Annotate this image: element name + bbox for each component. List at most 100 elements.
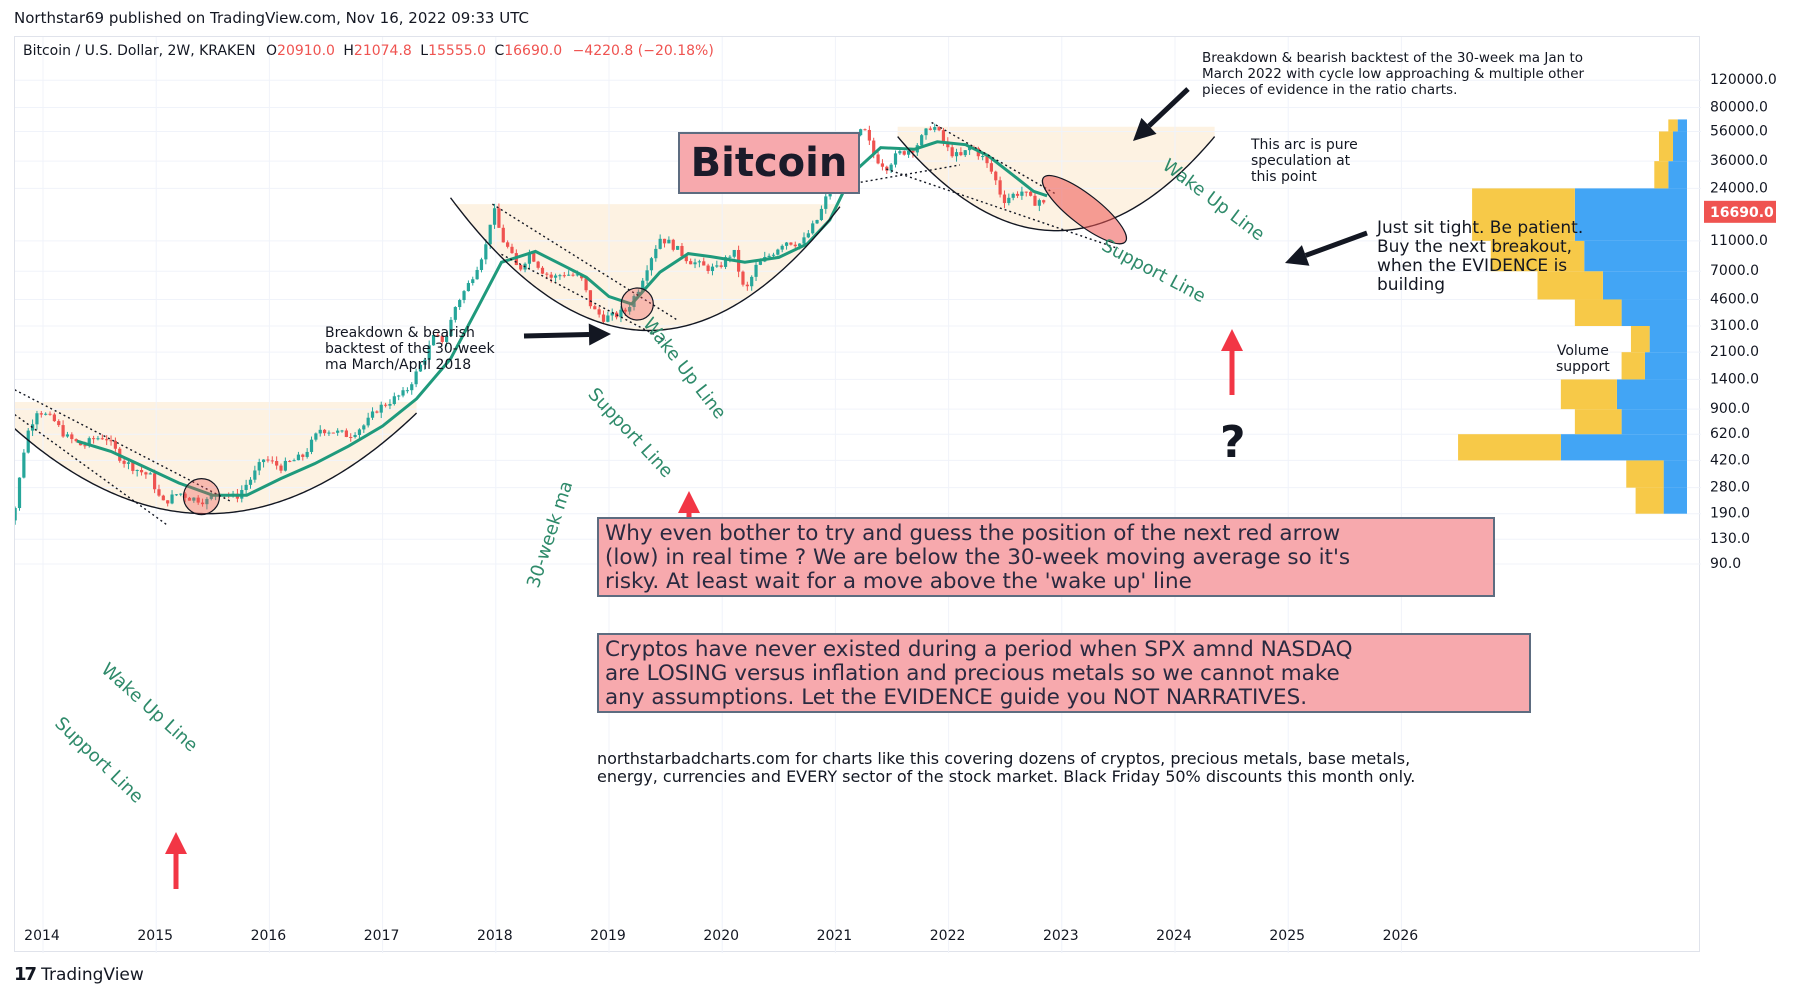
- candle-body: [1024, 191, 1028, 193]
- price-tick-label: 36000.0: [1710, 153, 1768, 169]
- candle-body: [309, 439, 314, 452]
- price-tick-label: 4600.0: [1710, 291, 1759, 307]
- price-tick-label: 120000.0: [1710, 72, 1777, 88]
- candle-body: [876, 154, 880, 164]
- legend-high-label: H: [343, 43, 354, 59]
- candle-body: [52, 414, 56, 422]
- time-axis[interactable]: 2014 2015 2016 2017 2018 2019 2020 2021 2022 2023…: [14, 920, 1700, 952]
- candle-body: [793, 244, 797, 247]
- legend-low-label: L: [420, 43, 429, 59]
- black-arrow-2022-head: [1133, 117, 1157, 141]
- candle-body: [414, 371, 418, 385]
- price-axis[interactable]: 90.0 130.0 190.0 280.0 420.0 620.0 900.0 1400.0…: [1700, 36, 1802, 952]
- volume-bar-yellow: [1537, 271, 1603, 300]
- note-guess-line2: (low) in real time ? We are below the 30…: [605, 545, 1351, 570]
- title-text: Bitcoin: [690, 140, 848, 186]
- time-tick-label: 2018: [477, 928, 513, 944]
- volume-bar-yellow: [1668, 119, 1678, 132]
- candle-body: [549, 274, 553, 278]
- volume-bar-yellow: [1472, 188, 1575, 241]
- candle-body: [15, 508, 17, 521]
- symbol-legend[interactable]: Bitcoin / U.S. Dollar, 2W, KRAKEN O20910…: [23, 43, 714, 59]
- candle-body: [889, 164, 893, 171]
- candle-body: [471, 279, 475, 284]
- highlight-circle: [182, 478, 221, 516]
- candle-body: [170, 494, 174, 504]
- price-tick-label: 11000.0: [1710, 233, 1768, 249]
- legend-close: 16690.0: [504, 43, 563, 59]
- candle-body: [139, 469, 144, 473]
- candle-body: [536, 261, 540, 268]
- candle-body: [815, 220, 819, 224]
- price-tick-label: 7000.0: [1710, 263, 1759, 279]
- candle-body: [575, 274, 579, 276]
- trend-lines: [15, 87, 1368, 889]
- candle-body: [501, 227, 505, 243]
- candle-body: [322, 429, 327, 434]
- candle-body: [449, 319, 453, 337]
- candle-body: [340, 430, 344, 432]
- note-guess-line3: risky. At least wait for a move above th…: [605, 569, 1192, 594]
- volume-bar-blue: [1574, 188, 1687, 241]
- candle-body: [179, 493, 183, 495]
- candle-body: [109, 440, 113, 442]
- candle-body: [641, 280, 645, 292]
- volume-bar-yellow: [1658, 131, 1673, 162]
- candle-body: [697, 261, 701, 263]
- candle-body: [209, 495, 213, 499]
- candle-body: [57, 421, 61, 426]
- candle-body: [571, 274, 575, 276]
- candle-body: [462, 291, 466, 301]
- candle-body: [593, 306, 597, 310]
- candle-body: [283, 460, 287, 471]
- candle-body: [1015, 193, 1020, 196]
- candle-body: [475, 269, 479, 280]
- highlight-ellipse: [1041, 174, 1128, 245]
- dotted-trend-line: [15, 414, 168, 526]
- note-box-evidence: Cryptos have never existed during a peri…: [597, 633, 1531, 713]
- speculation-line1: This arc is pure: [1251, 137, 1358, 153]
- candle-body: [784, 242, 789, 246]
- chart-area[interactable]: Bitcoin / U.S. Dollar, 2W, KRAKEN O20910…: [14, 36, 1701, 953]
- candle-body: [893, 153, 898, 165]
- candle-body: [998, 180, 1002, 195]
- note-guess-line1: Why even bother to try and guess the pos…: [605, 521, 1341, 546]
- candle-body: [248, 479, 253, 485]
- candle-body: [506, 242, 510, 247]
- candle-body: [745, 284, 749, 287]
- candle-body: [187, 497, 192, 501]
- candle-body: [798, 243, 802, 247]
- candle-body: [824, 196, 828, 209]
- footer-brand[interactable]: 17 TradingView: [14, 964, 144, 985]
- candle-body: [418, 364, 423, 372]
- candle-body: [994, 171, 998, 181]
- price-tick-label: 80000.0: [1710, 99, 1768, 115]
- candle-body: [100, 438, 104, 440]
- speculation-line2: speculation at: [1251, 153, 1351, 169]
- candle-body: [113, 440, 117, 449]
- candle-body: [880, 163, 885, 167]
- dotted-trend-line: [931, 121, 1057, 195]
- candle-body: [967, 147, 972, 151]
- candle-body: [527, 252, 532, 264]
- candle-body: [924, 128, 928, 136]
- speculation-line3: this point: [1251, 169, 1317, 185]
- candle-body: [484, 244, 488, 260]
- black-arrow-ellipse-shaft: [1304, 230, 1368, 258]
- candle-body: [981, 156, 985, 158]
- time-tick-label: 2024: [1156, 928, 1192, 944]
- candle-body: [288, 460, 292, 462]
- candle-body: [318, 429, 322, 434]
- candle-body: [545, 273, 549, 275]
- candle-body: [331, 432, 335, 434]
- black-arrow-ellipse-head: [1285, 245, 1310, 266]
- candle-body: [458, 300, 462, 308]
- moving-average: [76, 140, 1048, 497]
- candle-body: [126, 462, 131, 464]
- note-evidence-line3: any assumptions. Let the EVIDENCE guide …: [605, 685, 1308, 710]
- candle-body: [410, 384, 414, 391]
- annotation-breakdown-2022: Breakdown & bearish backtest of the 30-w…: [1202, 50, 1585, 98]
- candle-body: [732, 249, 736, 257]
- candle-body: [205, 498, 209, 505]
- candle-body: [466, 283, 471, 292]
